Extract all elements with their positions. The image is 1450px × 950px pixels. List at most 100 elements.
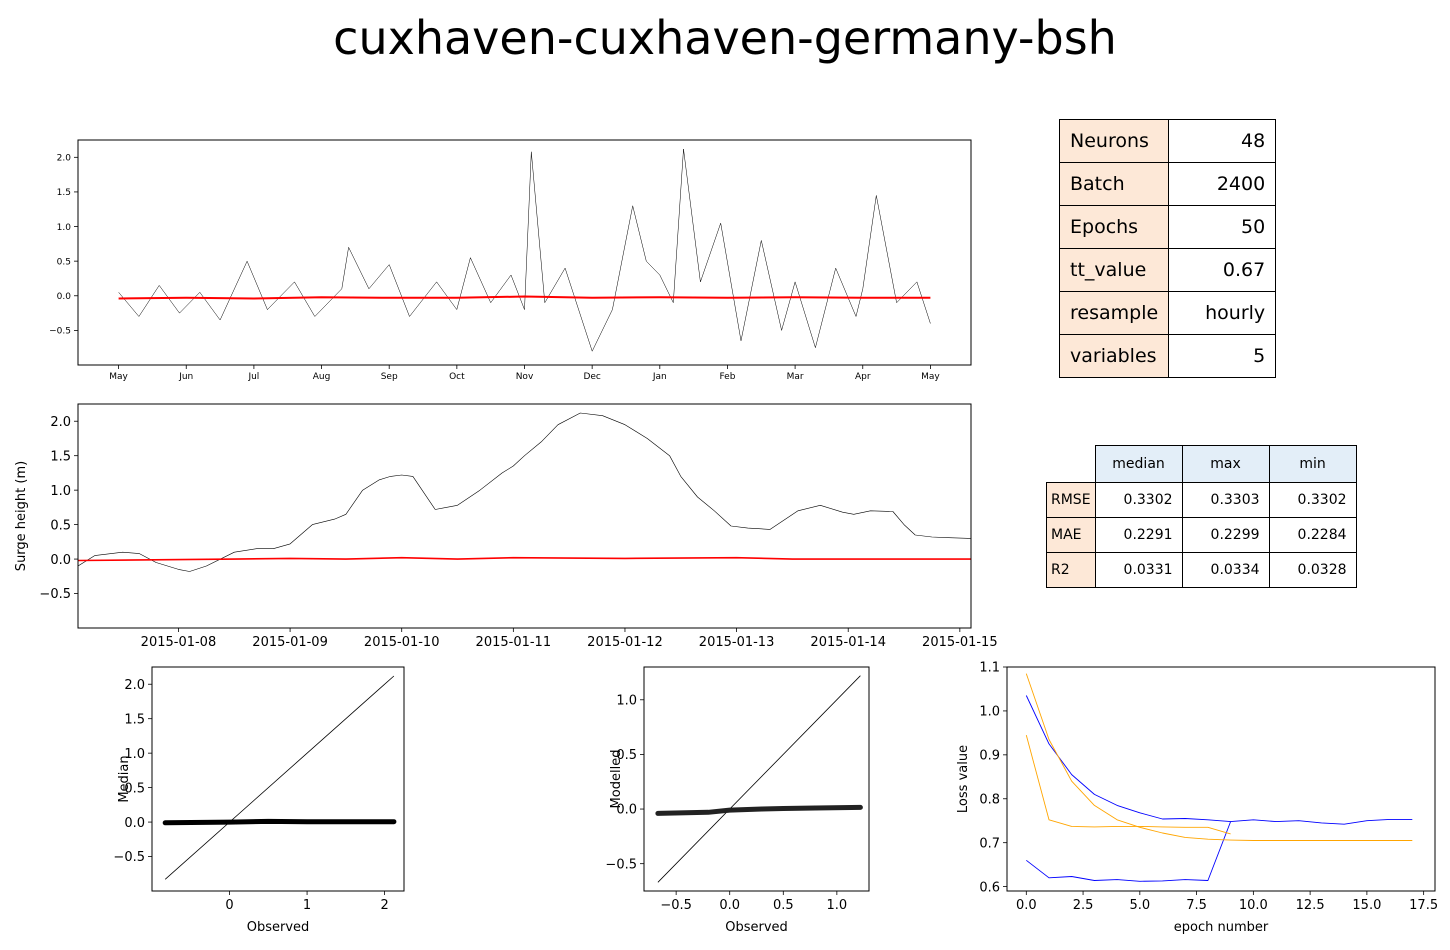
metrics-cell: 0.0328 bbox=[1268, 552, 1357, 588]
full_series-x-tick-label: Mar bbox=[787, 372, 804, 382]
metrics-cell: 0.3302 bbox=[1094, 482, 1183, 518]
zoom_series-x-tick-label: 2015-01-09 bbox=[252, 635, 328, 650]
scatter_modelled-x-tick-label: −0.5 bbox=[660, 898, 692, 913]
zoom_series-x-tick-label: 2015-01-08 bbox=[141, 635, 217, 650]
metrics-cell: 0.3302 bbox=[1268, 482, 1357, 518]
loss_curves-x-tick-label: 5.0 bbox=[1129, 898, 1150, 913]
params-row: Epochs 50 bbox=[1058, 205, 1277, 249]
scatter_modelled-x-axis-label: Observed bbox=[725, 920, 788, 935]
full_series-x-tick-label: Nov bbox=[516, 372, 534, 382]
scatter_median-series-line bbox=[164, 675, 395, 880]
loss_curves-y-axis-label: Loss value bbox=[956, 745, 971, 813]
metrics-cell: 0.3303 bbox=[1181, 482, 1270, 518]
full_series-y-tick-label: 1.0 bbox=[57, 223, 72, 233]
scatter_modelled-x-tick-label: 0.5 bbox=[773, 898, 794, 913]
zoom_series-y-tick-label: 0.0 bbox=[50, 553, 71, 568]
zoom_series-chart: 2015-01-08 2015-01-09 2015-01-10 2015-01-11… bbox=[14, 403, 998, 650]
scatter_modelled-y-axis-label: Modelled bbox=[609, 750, 624, 809]
loss_curves-x-tick-label: 7.5 bbox=[1186, 898, 1207, 913]
metrics-row-label: RMSE bbox=[1046, 482, 1096, 518]
metrics-row: R2 0.0331 0.0334 0.0328 bbox=[1046, 552, 1357, 588]
param-key: Epochs bbox=[1058, 205, 1170, 249]
param-key: resample bbox=[1058, 291, 1170, 335]
scatter_modelled-y-tick-label: 1.0 bbox=[616, 693, 637, 708]
scatter_median-y-tick-label: −0.5 bbox=[113, 850, 145, 865]
full_series-x-tick-label: Aug bbox=[313, 372, 331, 382]
scatter_modelled-series-line bbox=[657, 675, 861, 883]
params-row: tt_value 0.67 bbox=[1058, 248, 1277, 292]
zoom_series-plot-area bbox=[78, 412, 971, 572]
loss_curves-chart: 0.0 2.5 5.0 7.5 10.0 12.5 15.0 17.5 0.6 0.7 0.8 0.9… bbox=[956, 661, 1438, 935]
full_series-frame bbox=[77, 139, 972, 366]
scatter_modelled-point-band bbox=[655, 804, 863, 816]
zoom_series-x-tick-label: 2015-01-15 bbox=[922, 635, 998, 650]
params-row: variables 5 bbox=[1058, 334, 1277, 378]
scatter_median-y-tick-label: 1.0 bbox=[124, 747, 145, 762]
full_series-x-tick-label: Feb bbox=[719, 372, 735, 382]
scatter_modelled-plot-area bbox=[655, 675, 863, 883]
zoom_series-x-tick-label: 2015-01-14 bbox=[810, 635, 886, 650]
full_series-x-tick-label: May bbox=[109, 372, 128, 382]
loss_curves-x-axis-label: epoch number bbox=[1174, 920, 1269, 935]
zoom_series-frame bbox=[77, 403, 972, 629]
loss_curves-series-line bbox=[1025, 695, 1413, 825]
scatter_modelled-frame bbox=[643, 666, 870, 892]
param-value: 5 bbox=[1168, 334, 1277, 378]
loss_curves-series-line bbox=[1025, 734, 1231, 835]
full_series-y-tick-label: 0.0 bbox=[57, 292, 72, 302]
full_series-x-tick-label: Apr bbox=[855, 372, 871, 382]
scatter_median-x-tick-label: 2 bbox=[380, 898, 388, 913]
metrics-column-header: max bbox=[1181, 445, 1270, 483]
zoom_series-y-tick-label: 1.0 bbox=[50, 484, 71, 499]
metrics-row: MAE 0.2291 0.2299 0.2284 bbox=[1046, 517, 1357, 553]
scatter_median-y-axis-label: Median bbox=[117, 755, 132, 802]
loss_curves-y-tick-label: 0.7 bbox=[979, 836, 1000, 851]
param-key: Neurons bbox=[1058, 119, 1170, 163]
scatter_median-plot-area bbox=[162, 675, 397, 880]
scatter_median-y-tick-label: 0.5 bbox=[124, 781, 145, 796]
full_series-x-tick-label: Oct bbox=[449, 372, 465, 382]
zoom_series-x-tick-label: 2015-01-11 bbox=[476, 635, 552, 650]
full_series-x-tick-label: Dec bbox=[583, 372, 600, 382]
loss_curves-frame bbox=[1006, 666, 1436, 892]
loss_curves-x-tick-label: 2.5 bbox=[1073, 898, 1094, 913]
param-key: variables bbox=[1058, 334, 1170, 378]
zoom_series-series-line bbox=[78, 412, 971, 572]
scatter_median-y-tick-label: 0.0 bbox=[124, 816, 145, 831]
scatter_median-frame bbox=[151, 666, 405, 892]
scatter_modelled-x-tick-label: 0.0 bbox=[719, 898, 740, 913]
param-value: 48 bbox=[1168, 119, 1277, 163]
scatter_median-y-tick-label: 1.5 bbox=[124, 712, 145, 727]
metrics-cell: 0.0334 bbox=[1181, 552, 1270, 588]
zoom_series-series-line bbox=[78, 556, 971, 562]
scatter_median-x-tick-label: 0 bbox=[225, 898, 233, 913]
page-title: cuxhaven-cuxhaven-germany-bsh bbox=[333, 11, 1117, 65]
full_series-y-tick-label: 0.5 bbox=[57, 257, 71, 267]
metrics-row-label: R2 bbox=[1046, 552, 1096, 588]
scatter_modelled-y-tick-label: 0.0 bbox=[616, 803, 637, 818]
zoom_series-y-tick-label: 1.5 bbox=[50, 449, 71, 464]
scatter_modelled-chart: −0.5 0.0 0.5 1.0 −0.5 0.0 0.5 1.0 Observed Modell… bbox=[605, 666, 870, 935]
loss_curves-x-tick-label: 10.0 bbox=[1239, 898, 1268, 913]
full_series-chart: May Jun Jul Aug Sep Oct Nov Dec Jan Feb Mar Apr May −… bbox=[49, 139, 972, 382]
param-value: 2400 bbox=[1168, 162, 1277, 206]
loss_curves-x-tick-label: 17.5 bbox=[1409, 898, 1438, 913]
scatter_modelled-y-tick-label: −0.5 bbox=[605, 857, 637, 872]
loss_curves-y-tick-label: 0.6 bbox=[979, 880, 1000, 895]
zoom_series-x-tick-label: 2015-01-13 bbox=[699, 635, 775, 650]
param-value: hourly bbox=[1168, 291, 1277, 335]
scatter_median-point-band bbox=[162, 818, 397, 826]
metrics-row-label: MAE bbox=[1046, 517, 1096, 553]
scatter_median-y-tick-label: 2.0 bbox=[124, 678, 145, 693]
loss_curves-x-tick-label: 0.0 bbox=[1016, 898, 1037, 913]
zoom_series-y-tick-label: −0.5 bbox=[39, 587, 71, 602]
full_series-y-tick-label: 1.5 bbox=[57, 188, 71, 198]
metrics-header-row: median max min bbox=[1047, 445, 1357, 483]
loss_curves-x-tick-label: 15.0 bbox=[1352, 898, 1381, 913]
scatter_modelled-y-tick-label: 0.5 bbox=[616, 748, 637, 763]
params-table: Neurons 48 Batch 2400 Epochs 50 tt_value 0.6… bbox=[1058, 119, 1277, 378]
zoom_series-x-tick-label: 2015-01-10 bbox=[364, 635, 440, 650]
loss_curves-plot-area bbox=[1025, 673, 1413, 882]
full_series-x-tick-label: Jun bbox=[178, 372, 193, 382]
